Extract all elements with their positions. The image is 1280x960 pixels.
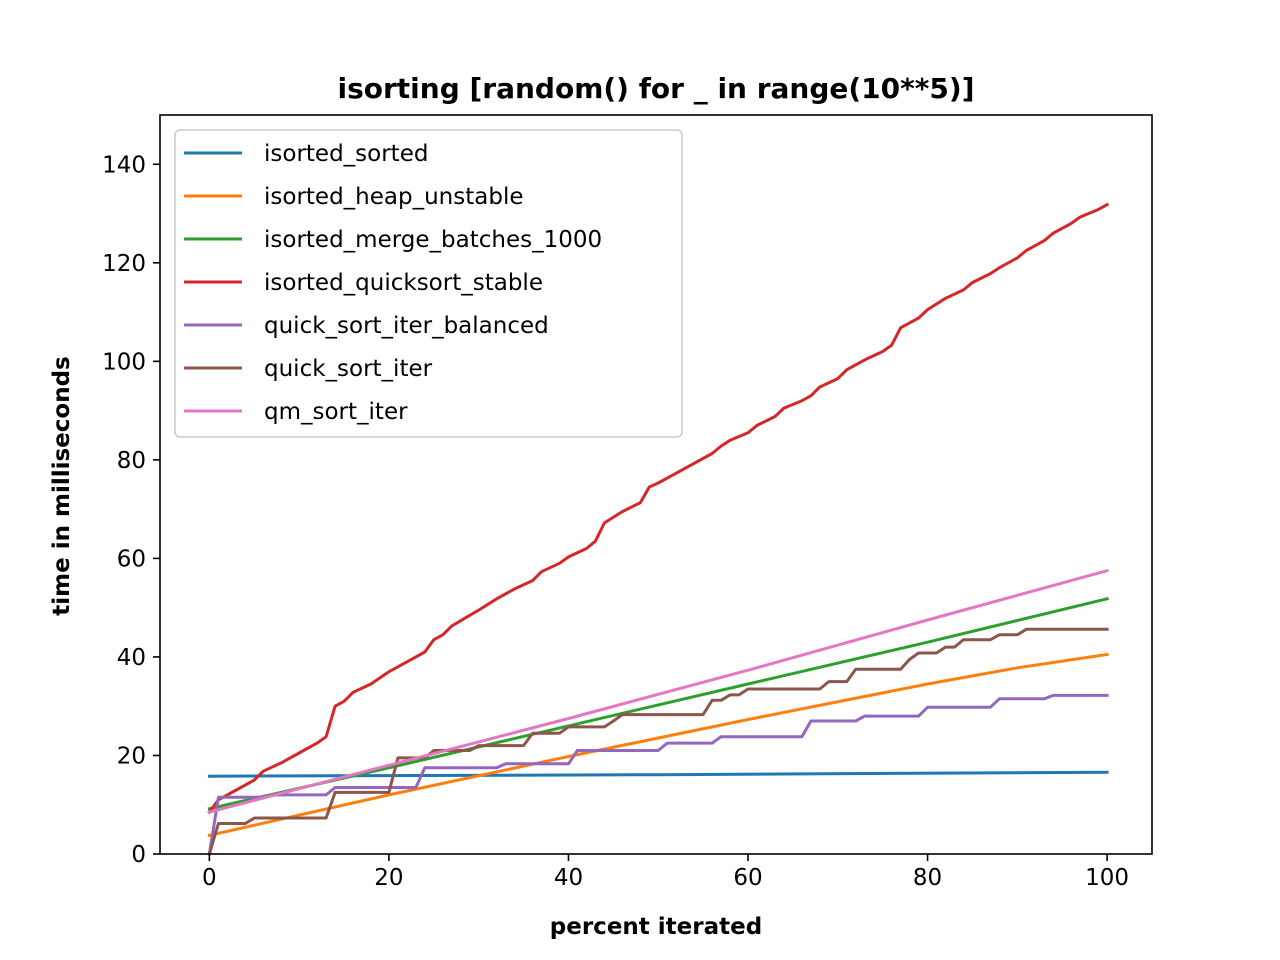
legend-label-isorted-quicksort-stable: isorted_quicksort_stable [264,270,543,296]
series-line-isorted-quicksort-stable [207,202,1110,815]
x-axis-label: percent iterated [550,914,762,940]
legend: isorted_sorted isorted_heap_unstableisort… [174,129,683,438]
x-tick-label: 40 [554,865,583,891]
legend-label-isorted-heap-unstable: isorted_heap_unstable [264,184,523,210]
legend-box [174,129,683,438]
y-tick-label: 120 [102,251,146,277]
x-tick-label: 100 [1085,865,1129,891]
plot-area: 0 20 40 60 80 100 0 20 40 60 80 100 120 140 [102,114,1153,891]
x-tick-label: 20 [374,865,403,891]
series-line-isorted-heap-unstable [207,652,1109,838]
x-tick-label: 0 [202,865,217,891]
legend-label-isorted-sorted: isorted_sorted [264,141,428,167]
plot-frame [159,114,1153,855]
series-line-quick-sort-iter [207,627,1109,856]
chart-title: isorting [random() for _ in range(10**5)… [337,72,974,105]
series-line-quick-sort-iter-balanced [207,693,1109,856]
y-tick-label: 40 [117,645,146,671]
y-tick-label: 100 [102,349,146,375]
y-tick-label: 20 [117,743,146,769]
y-tick-label: 0 [131,842,146,868]
legend-label-quick-sort-iter: quick_sort_iter [264,356,433,382]
y-tick-label: 140 [102,152,146,178]
y-axis-label: time in milliseconds [49,356,75,615]
y-tick-label: 80 [117,448,146,474]
y-tick-label: 60 [117,546,146,572]
legend-label-quick-sort-iter-balanced: quick_sort_iter_balanced [264,313,549,339]
legend-label-qm-sort-iter: qm_sort_iter [264,399,408,425]
series-line-qm-sort-iter [207,568,1109,814]
x-tick-label: 80 [913,865,942,891]
legend-label-isorted-merge-batches-1000: isorted_merge_batches_1000 [264,227,602,253]
x-tick-label: 60 [733,865,762,891]
